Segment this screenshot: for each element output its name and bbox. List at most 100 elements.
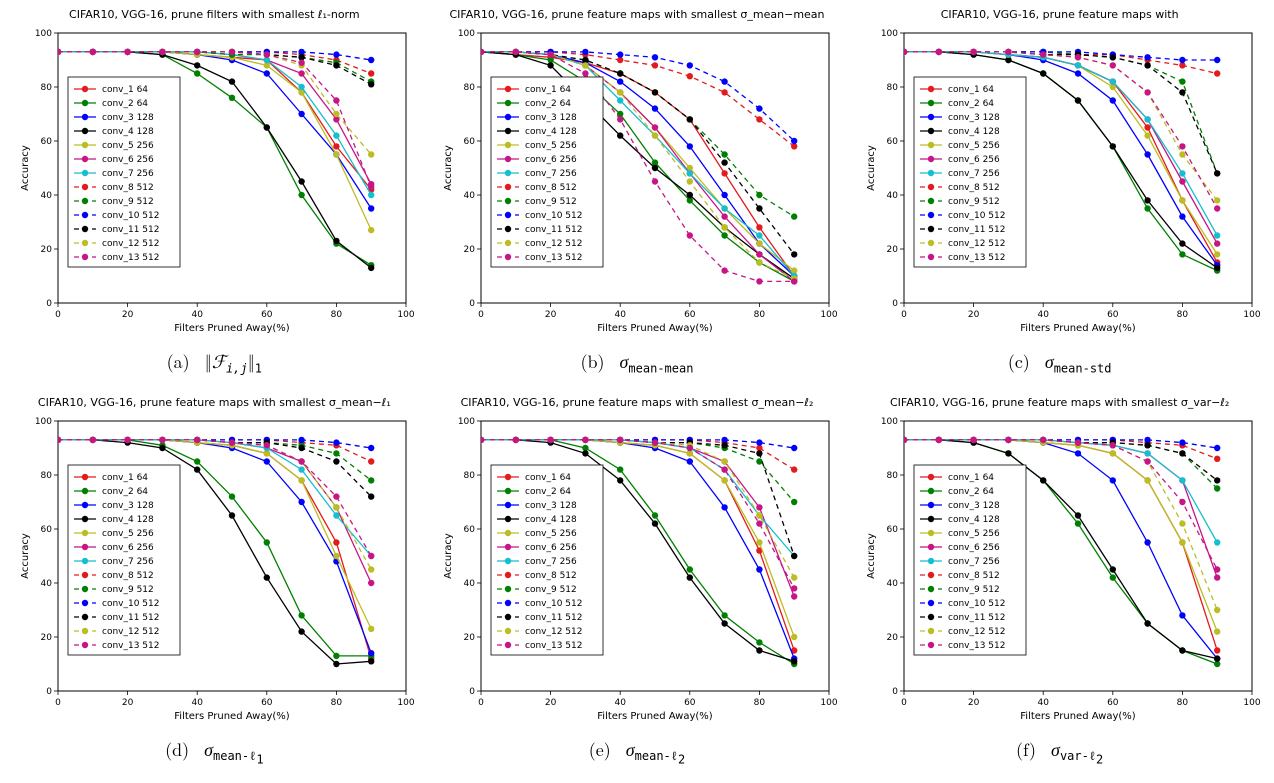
legend-label: conv_6 256 — [525, 543, 577, 553]
legend-swatch-marker — [505, 641, 511, 647]
legend-swatch-marker — [927, 627, 933, 633]
series-marker — [334, 51, 340, 57]
series-marker — [970, 436, 976, 442]
series-marker — [617, 97, 623, 103]
y-tick-label: 0 — [469, 687, 475, 697]
series-marker — [1144, 89, 1150, 95]
series-marker — [334, 132, 340, 138]
x-tick-label: 60 — [1107, 698, 1119, 708]
series-marker — [1109, 143, 1115, 149]
x-tick-label: 60 — [261, 310, 273, 320]
series-marker — [368, 444, 374, 450]
legend-label: conv_5 256 — [525, 141, 577, 151]
panel-b: CIFAR10, VGG-16, prune feature maps with… — [431, 8, 844, 376]
legend-label: conv_1 64 — [948, 85, 994, 95]
series-marker — [368, 151, 374, 157]
panel-a: CIFAR10, VGG-16, prune filters with smal… — [8, 8, 421, 376]
legend-label: conv_9 512 — [948, 197, 1000, 207]
series-marker — [1214, 539, 1220, 545]
legend-label: conv_7 256 — [102, 169, 154, 179]
series-marker — [1179, 520, 1185, 526]
series-marker — [1214, 265, 1220, 271]
legend-label: conv_3 128 — [102, 113, 154, 123]
series-marker — [299, 84, 305, 90]
legend-swatch-marker — [505, 529, 511, 535]
subcaption: (a) ‖ℱi,j‖1 — [167, 349, 262, 376]
legend-swatch-marker — [505, 100, 511, 106]
legend-swatch-marker — [82, 170, 88, 176]
legend-swatch-marker — [505, 473, 511, 479]
series-marker — [264, 51, 270, 57]
y-tick-label: 40 — [886, 579, 898, 589]
legend-label: conv_3 128 — [948, 501, 1000, 511]
series-marker — [1144, 62, 1150, 68]
legend-label: conv_12 512 — [948, 627, 1005, 637]
series-marker — [721, 267, 727, 273]
series-marker — [756, 259, 762, 265]
legend-swatch-marker — [82, 543, 88, 549]
chart-title: CIFAR10, VGG-16, prune filters with smal… — [69, 8, 360, 21]
y-tick-label: 40 — [886, 191, 898, 201]
series-marker — [582, 49, 588, 55]
legend-swatch-marker — [505, 142, 511, 148]
legend-swatch-marker — [82, 240, 88, 246]
x-tick-label: 100 — [820, 310, 837, 320]
y-tick-label: 100 — [35, 417, 52, 427]
series-marker — [1214, 205, 1220, 211]
panel-c: CIFAR10, VGG-16, prune feature maps with… — [853, 8, 1266, 376]
series-marker — [299, 498, 305, 504]
legend-swatch-marker — [505, 156, 511, 162]
y-tick-label: 100 — [880, 29, 897, 39]
series-marker — [1179, 213, 1185, 219]
legend-swatch-marker — [927, 571, 933, 577]
series-marker — [617, 78, 623, 84]
series-marker — [299, 466, 305, 472]
legend-swatch-marker — [82, 212, 88, 218]
series-marker — [1214, 574, 1220, 580]
series-marker — [1040, 436, 1046, 442]
legend-label: conv_10 512 — [525, 211, 582, 221]
series-marker — [1214, 628, 1220, 634]
series-marker — [125, 49, 131, 55]
legend-swatch-marker — [82, 571, 88, 577]
series-marker — [334, 552, 340, 558]
y-tick-label: 20 — [886, 633, 898, 643]
panel-d: CIFAR10, VGG-16, prune feature maps with… — [8, 396, 421, 767]
series-marker — [1214, 240, 1220, 246]
y-tick-label: 60 — [886, 525, 898, 535]
series-marker — [547, 51, 553, 57]
series-marker — [229, 512, 235, 518]
series-marker — [582, 436, 588, 442]
series-marker — [194, 466, 200, 472]
legend-swatch-marker — [505, 487, 511, 493]
series-marker — [229, 493, 235, 499]
series-marker — [721, 232, 727, 238]
series-marker — [1214, 566, 1220, 572]
series-marker — [617, 436, 623, 442]
legend-swatch-marker — [82, 599, 88, 605]
x-tick-label: 60 — [684, 310, 696, 320]
legend-label: conv_6 256 — [525, 155, 577, 165]
legend-swatch-marker — [82, 529, 88, 535]
series-marker — [756, 192, 762, 198]
x-tick-label: 20 — [122, 310, 134, 320]
x-tick-label: 0 — [55, 698, 61, 708]
legend-label: conv_13 512 — [525, 253, 582, 263]
series-marker — [687, 232, 693, 238]
legend-label: conv_9 512 — [525, 585, 577, 595]
series-marker — [791, 278, 797, 284]
legend-label: conv_2 64 — [948, 99, 994, 109]
subcaption: (d) σmean-ℓ1 — [165, 737, 263, 767]
series-marker — [264, 124, 270, 130]
y-tick-label: 60 — [41, 137, 53, 147]
legend-swatch-marker — [82, 585, 88, 591]
series-marker — [1179, 170, 1185, 176]
series-marker — [368, 205, 374, 211]
x-axis-label: Filters Pruned Away(%) — [597, 323, 713, 334]
series-marker — [1074, 97, 1080, 103]
legend-label: conv_3 128 — [525, 501, 577, 511]
legend-swatch-marker — [82, 254, 88, 260]
legend-swatch-marker — [927, 529, 933, 535]
series-marker — [1179, 197, 1185, 203]
series-marker — [721, 89, 727, 95]
